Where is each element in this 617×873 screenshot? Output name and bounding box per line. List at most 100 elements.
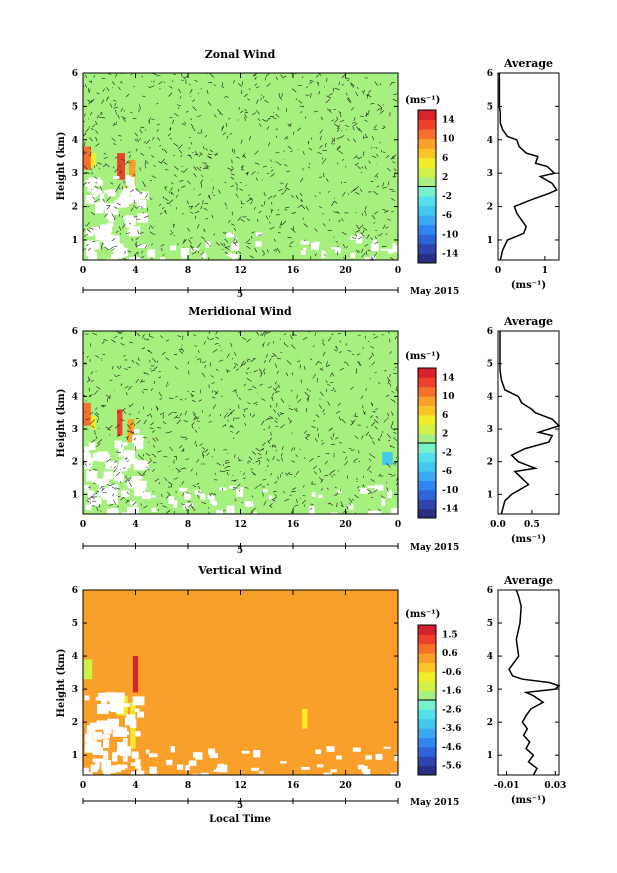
missing-data-cell [216, 509, 224, 514]
colorbar-tick-label: 10 [442, 135, 455, 145]
missing-data-cell [128, 257, 141, 260]
colorbar-tick-label: -1.6 [442, 687, 461, 697]
missing-data-cell [195, 752, 203, 760]
missing-data-cell [106, 222, 114, 227]
chart-title: Meridional Wind [188, 305, 292, 318]
missing-data-cell [318, 494, 323, 498]
profile-x-label: (ms⁻¹) [511, 795, 546, 806]
missing-data-cell [300, 250, 306, 256]
missing-data-cell [132, 696, 145, 706]
colorbar-segment [418, 765, 436, 776]
missing-data-cell [88, 177, 101, 182]
missing-data-cell [137, 711, 145, 718]
missing-data-cell [194, 489, 201, 495]
colorbar-segment [418, 480, 436, 491]
missing-data-cell [103, 471, 113, 480]
profile-y-tick-label: 2 [487, 203, 493, 213]
missing-data-cell [381, 498, 386, 506]
missing-data-cell [383, 746, 391, 749]
y-tick-label: 3 [72, 425, 78, 435]
heatmap-feature [117, 409, 123, 436]
missing-data-cell [113, 699, 124, 709]
missing-data-cell [392, 243, 396, 246]
profile-line [498, 73, 558, 261]
missing-data-cell [104, 767, 111, 775]
missing-data-cell [173, 500, 178, 508]
x-axis-label: Local Time [209, 814, 271, 825]
missing-data-cell [387, 490, 392, 499]
missing-data-cell [95, 696, 107, 701]
y-axis-label: Height (km) [56, 389, 67, 458]
heatmap-feature [83, 402, 91, 426]
missing-data-cell [370, 255, 376, 260]
missing-data-cell [109, 699, 117, 706]
missing-data-cell [113, 474, 125, 481]
missing-data-cell [388, 248, 394, 254]
missing-data-cell [121, 490, 130, 498]
day-label: 5 [237, 290, 243, 300]
missing-data-cell [87, 493, 98, 502]
date-label: May 2015 [410, 543, 459, 553]
missing-data-cell [88, 490, 95, 497]
colorbar-segment [418, 243, 436, 254]
x-tick-label: 8 [185, 266, 191, 276]
x-tick-label: 12 [234, 520, 247, 530]
missing-data-cell [170, 746, 176, 753]
x-tick-label: 16 [287, 781, 300, 791]
missing-data-cell [367, 511, 376, 514]
missing-data-cell [394, 753, 398, 762]
colorbar-segment [418, 205, 436, 216]
missing-data-cell [100, 193, 105, 205]
missing-data-cell [110, 510, 119, 514]
missing-data-cell [229, 485, 236, 489]
missing-data-cell [92, 758, 104, 763]
missing-data-cell [372, 510, 382, 514]
profile-title: Average [503, 574, 553, 587]
missing-data-cell [98, 483, 105, 490]
missing-data-cell [133, 488, 145, 497]
missing-data-cell [89, 442, 96, 451]
missing-data-cell [355, 237, 363, 244]
missing-data-cell [330, 247, 340, 250]
colorbar-segment [418, 681, 436, 692]
colorbar-tick-label: -2 [442, 448, 452, 458]
colorbar-segment [418, 671, 436, 682]
colorbar-segment [418, 653, 436, 663]
colorbar-segment [418, 196, 436, 207]
missing-data-cell [118, 764, 128, 769]
y-ticks: 1 2 3 4 5 6 [72, 586, 398, 761]
colorbar-segment [418, 215, 436, 226]
missing-data-cell [308, 506, 315, 514]
colorbar-tick-label: 6 [442, 411, 448, 421]
missing-data-cell [120, 749, 131, 757]
average-profile: Average 1 2 3 4 5 6 0.0 0.5 (ms⁻¹) [487, 315, 561, 545]
colorbar-unit: (ms⁻¹) [405, 351, 440, 362]
profile-y-tick-label: 3 [487, 169, 493, 179]
profile-y-tick-label: 3 [487, 425, 493, 435]
heatmap-area [83, 73, 398, 260]
colorbar-tick-label: -14 [442, 249, 458, 259]
missing-data-cell [137, 244, 148, 248]
heatmap-feature [90, 153, 97, 167]
missing-data-cell [117, 464, 128, 472]
colorbar-tick-label: 0.6 [442, 649, 458, 659]
colorbar-tick-label: 14 [442, 373, 455, 383]
heatmap-feature [127, 419, 135, 443]
missing-data-cell [356, 234, 363, 238]
missing-data-cell [200, 493, 206, 500]
profile-x-label: (ms⁻¹) [511, 280, 546, 291]
missing-data-cell [95, 202, 104, 214]
missing-data-cell [236, 489, 244, 497]
missing-data-cell [91, 722, 100, 730]
colorbar-tick-label: -10 [442, 486, 458, 496]
missing-data-cell [335, 247, 341, 253]
profile-y-tick-label: 2 [487, 718, 493, 728]
missing-data-cell [119, 442, 128, 446]
average-profile: Average 1 2 3 4 5 6 0 1 (ms⁻¹) [487, 57, 560, 291]
missing-data-cell [301, 766, 310, 770]
missing-data-cell [124, 717, 135, 726]
missing-data-cell [192, 752, 198, 758]
missing-data-cell [104, 203, 116, 214]
x-tick-label: 4 [132, 781, 138, 791]
missing-data-cell [111, 243, 124, 252]
